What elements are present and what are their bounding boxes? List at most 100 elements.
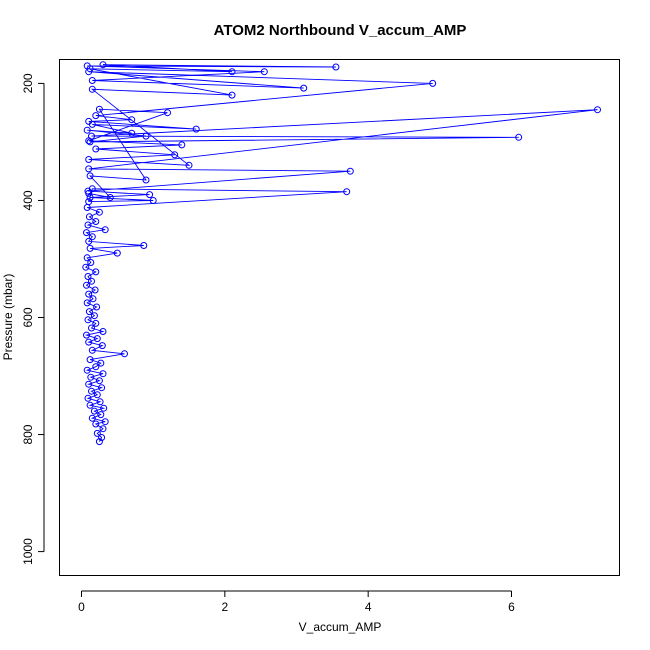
data-point <box>83 281 90 289</box>
data-point <box>93 391 101 399</box>
x-axis: 0 2 4 6 <box>78 590 515 614</box>
data-point <box>429 79 437 87</box>
data-point <box>84 221 92 229</box>
data-point <box>99 370 107 378</box>
data-point <box>88 233 96 241</box>
data-point <box>97 411 105 419</box>
data-point <box>92 420 100 428</box>
data-point <box>93 335 101 343</box>
data-point <box>140 242 148 249</box>
x-tick-label: 6 <box>508 600 515 614</box>
data-point <box>85 290 93 298</box>
data-point <box>85 198 93 206</box>
data-point <box>343 188 351 196</box>
data-point <box>98 342 106 350</box>
data-point <box>85 380 93 388</box>
x-tick-label: 4 <box>365 600 372 614</box>
data-point <box>92 145 100 153</box>
data-point <box>86 65 94 73</box>
y-axis: 200 400 600 800 1000 <box>21 73 45 565</box>
data-point <box>96 398 104 406</box>
data-point <box>90 407 98 415</box>
y-tick-label: 200 <box>21 73 35 93</box>
data-point <box>95 377 103 385</box>
y-tick-label: 1000 <box>21 538 35 565</box>
y-tick-label: 400 <box>21 190 35 210</box>
data-point <box>128 129 136 137</box>
data-point <box>300 84 308 92</box>
data-point <box>99 425 107 433</box>
y-tick-label: 800 <box>21 424 35 444</box>
data-point <box>178 141 186 149</box>
data-point <box>84 394 92 402</box>
data-point <box>89 295 97 303</box>
data-point <box>146 191 154 199</box>
data-point <box>82 263 90 271</box>
data-point <box>88 324 95 332</box>
data-point <box>83 126 91 134</box>
data-point <box>85 213 93 221</box>
data-point <box>142 176 150 184</box>
data-point <box>192 125 200 133</box>
data-point <box>90 312 98 320</box>
data-point <box>149 197 157 204</box>
data-point <box>83 254 91 262</box>
data-point <box>106 194 114 201</box>
data-point <box>85 156 93 163</box>
data-point <box>95 105 103 113</box>
data-point <box>95 438 103 446</box>
data-point <box>98 434 106 441</box>
data-point <box>85 117 93 125</box>
data-point <box>99 61 107 69</box>
data-point <box>84 316 92 324</box>
data-point <box>113 249 121 257</box>
y-tick-label: 600 <box>21 307 35 327</box>
data-point <box>101 418 109 426</box>
data-point <box>83 366 91 374</box>
data-point <box>92 268 100 276</box>
plot-frame <box>59 59 620 576</box>
data-point <box>128 116 136 124</box>
data-point <box>85 165 93 173</box>
data-point <box>86 138 94 146</box>
data-point <box>101 226 109 234</box>
data-point <box>85 189 93 197</box>
x-tick-label: 2 <box>221 600 228 614</box>
x-tick-label: 0 <box>78 600 85 614</box>
data-point <box>99 328 107 335</box>
data-point <box>87 259 95 266</box>
data-point <box>346 167 354 175</box>
data-point <box>85 308 93 316</box>
data-point <box>83 229 90 237</box>
data-point <box>228 68 236 76</box>
chart-title: ATOM2 Northbound V_accum_AMP <box>214 22 467 39</box>
data-point <box>86 194 94 201</box>
data-point <box>85 338 93 346</box>
series-line <box>84 64 598 442</box>
data-point <box>515 133 523 141</box>
data-point <box>185 161 193 169</box>
data-point <box>88 346 96 354</box>
data-point <box>171 151 179 159</box>
data-point <box>332 63 340 71</box>
data-point <box>88 77 96 84</box>
data-point <box>97 359 105 367</box>
data-point <box>95 208 103 216</box>
data-point <box>100 404 108 412</box>
data-point <box>92 112 100 120</box>
data-point <box>91 286 99 294</box>
data-point <box>88 85 96 93</box>
data-point <box>84 273 92 280</box>
data-point <box>86 356 94 364</box>
data-point <box>121 350 128 358</box>
data-point <box>92 218 100 225</box>
data-point <box>93 303 101 311</box>
data-point <box>88 387 95 395</box>
data-point <box>142 132 150 140</box>
data-point <box>88 277 95 285</box>
data-point <box>87 373 95 381</box>
data-point <box>86 172 94 180</box>
data-point <box>92 319 100 327</box>
